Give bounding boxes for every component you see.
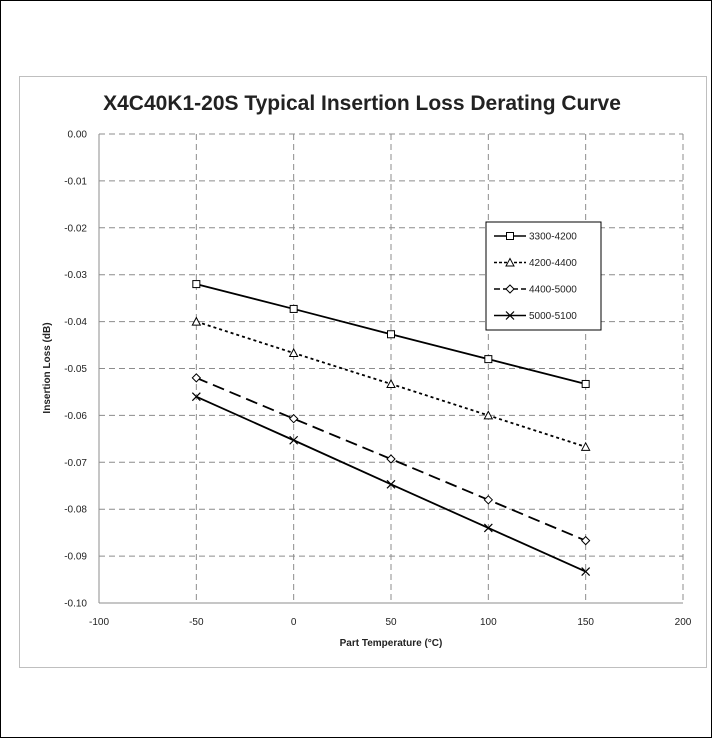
data-point [386,479,396,489]
legend-marker [505,311,515,320]
x-tick-label: 100 [480,617,497,628]
legend-label: 4400-5000 [529,285,577,296]
series-lines [191,280,591,577]
grid [99,133,684,603]
legend-marker [505,257,515,267]
data-point [288,347,299,358]
legend-marker [505,284,515,294]
data-point [581,567,591,577]
data-point [191,373,202,383]
x-tick-label: 50 [385,617,397,628]
y-tick-label: -0.02 [64,223,87,234]
legend-label: 3300-4200 [529,232,577,243]
x-axis-label: Part Temperature (°C) [340,638,443,649]
legend-box [485,221,602,331]
y-tick-label: -0.05 [64,364,87,375]
series-line [195,377,587,542]
axes [98,134,683,604]
y-tick-label: -0.01 [64,176,87,187]
chart-title: X4C40K1-20S Typical Insertion Loss Derat… [103,92,621,115]
data-point [191,392,201,402]
y-tick-label: -0.03 [64,270,87,281]
x-tick-label: 200 [675,617,692,628]
y-tick-label: -0.06 [64,411,87,422]
data-point [580,441,591,451]
data-point [191,316,202,326]
y-tick-label: -0.09 [64,552,87,563]
y-tick-label: -0.08 [64,505,87,516]
x-tick-label: -100 [89,617,109,628]
x-tick-label: 0 [291,617,297,628]
legend-label: 5000-5100 [529,311,577,322]
data-point [387,330,395,339]
y-tick-label: -0.07 [64,458,87,469]
chart-frame [19,76,707,668]
data-point [483,495,494,505]
data-point [386,454,396,464]
data-point [483,410,494,420]
y-tick-label: -0.10 [64,599,87,610]
y-axis-label: Insertion Loss (dB) [42,322,53,413]
data-point [580,535,591,546]
y-tick-label: 0.00 [68,130,88,141]
x-tick-label: -50 [189,617,204,628]
legend: 3300-4200 4200-4400 4400-5000 5000-5100 [485,221,602,331]
data-point [386,378,396,388]
x-tick-label: 150 [577,617,594,628]
data-point [289,304,298,313]
data-point [288,413,299,424]
data-point [484,355,493,364]
data-point [581,379,590,388]
legend-label: 4200-4400 [529,258,577,269]
data-point [192,280,201,289]
legend-marker [506,232,514,240]
data-point [483,523,493,533]
data-point [289,435,299,445]
y-tick-label: -0.04 [64,317,87,328]
tick-labels: 0.00 -0.01 -0.02 -0.03 -0.04 -0.05 -0.06 -0.07 -… [64,130,692,629]
